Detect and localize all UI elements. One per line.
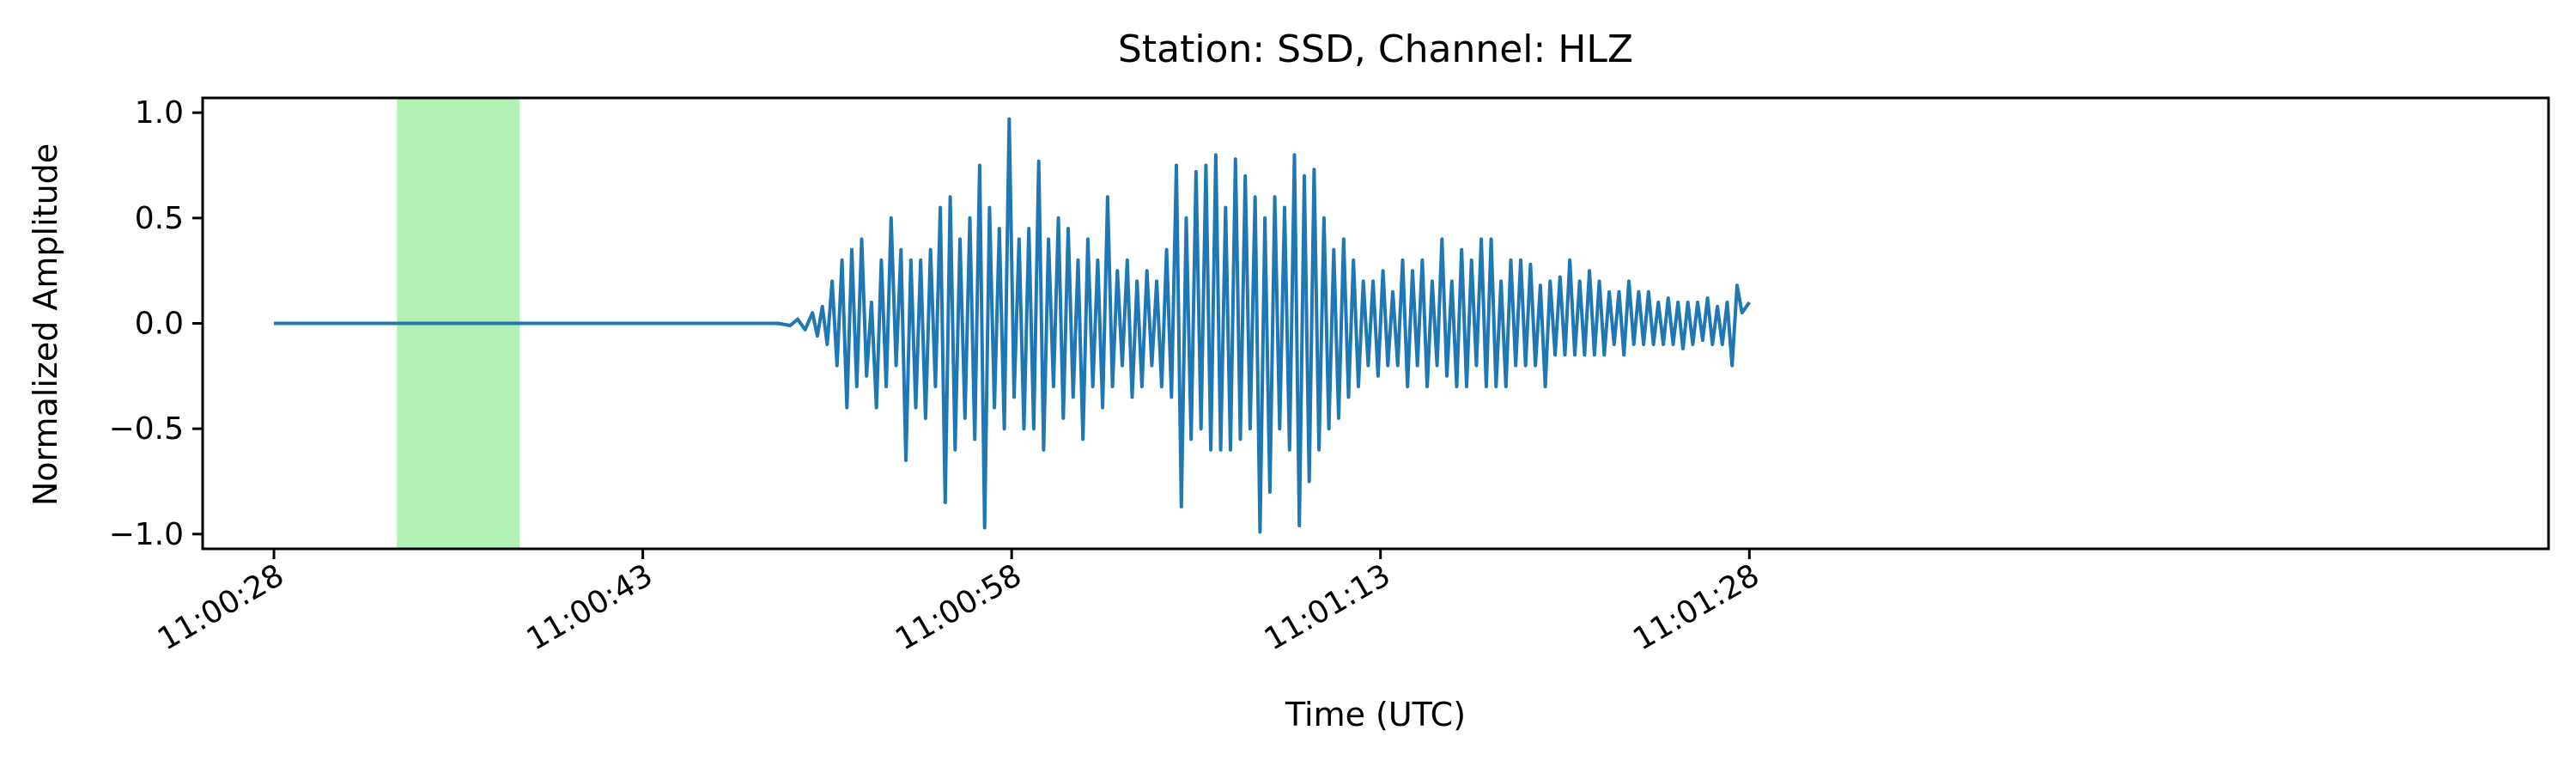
x-tick-label: 11:00:28 bbox=[152, 557, 290, 657]
y-axis-label: Normalized Amplitude bbox=[27, 143, 64, 506]
y-tick-label: −1.0 bbox=[109, 517, 184, 552]
x-tick-label: 11:00:58 bbox=[890, 557, 1028, 657]
x-tick-label: 11:01:28 bbox=[1627, 557, 1765, 657]
y-tick-label: 0.5 bbox=[135, 201, 184, 236]
x-tick-label: 11:00:43 bbox=[521, 557, 659, 657]
y-tick-label: 0.0 bbox=[135, 307, 184, 342]
x-axis-label: Time (UTC) bbox=[1285, 696, 1466, 733]
plot-frame bbox=[201, 96, 2550, 551]
y-tick-label: 1.0 bbox=[135, 95, 184, 131]
y-tick-label: −0.5 bbox=[109, 411, 184, 447]
x-tick-label: 11:01:13 bbox=[1259, 557, 1397, 657]
chart-title: Station: SSD, Channel: HLZ bbox=[1118, 27, 1633, 71]
series-line-0 bbox=[274, 117, 1751, 534]
